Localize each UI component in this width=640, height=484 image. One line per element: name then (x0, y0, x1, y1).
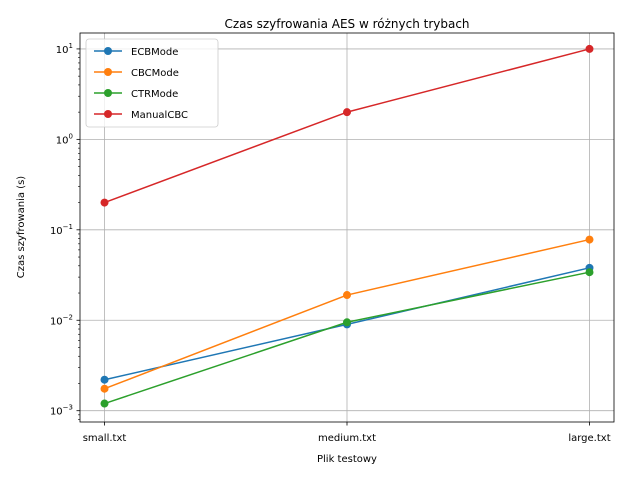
series-layer (100, 44, 594, 408)
legend-label: ECBMode (131, 47, 178, 58)
ticks: small.txt medium.txt large.txt 10−3 10−2 10−1… (50, 42, 611, 444)
x-tick-label: medium.txt (318, 433, 376, 444)
y-axis-label: Czas szyfrowania (s) (16, 176, 27, 278)
legend: ECBMode CBCMode CTRMode ManualCBC (85, 38, 219, 128)
data-point-ManualCBC (343, 108, 351, 117)
legend-marker (104, 68, 112, 76)
legend-marker (104, 89, 112, 97)
chart-title: Czas szyfrowania AES w różnych trybach (224, 17, 469, 31)
y-tick-label: 10−3 (50, 404, 73, 418)
legend-label: CTRMode (131, 89, 178, 100)
data-point-CTRMode (585, 268, 594, 277)
legend-marker (104, 110, 112, 118)
x-tick-label: large.txt (568, 433, 610, 444)
data-point-ManualCBC (585, 44, 594, 53)
data-point-CBCMode (100, 384, 109, 393)
legend-box (85, 38, 219, 128)
legend-marker (104, 47, 112, 55)
legend-label: ManualCBC (131, 110, 188, 121)
y-tick-label: 100 (56, 132, 73, 146)
y-tick-label: 10−2 (50, 313, 73, 327)
data-point-ECBMode (100, 375, 109, 384)
data-point-CTRMode (100, 399, 109, 408)
legend-label: CBCMode (131, 68, 179, 79)
data-point-CBCMode (343, 291, 351, 300)
data-point-ManualCBC (100, 198, 109, 207)
data-point-CTRMode (343, 318, 351, 327)
x-tick-label: small.txt (83, 433, 127, 444)
data-point-CBCMode (585, 235, 594, 244)
y-tick-label: 101 (56, 42, 73, 56)
x-axis-label: Plik testowy (317, 454, 377, 465)
y-tick-label: 10−1 (50, 223, 73, 237)
